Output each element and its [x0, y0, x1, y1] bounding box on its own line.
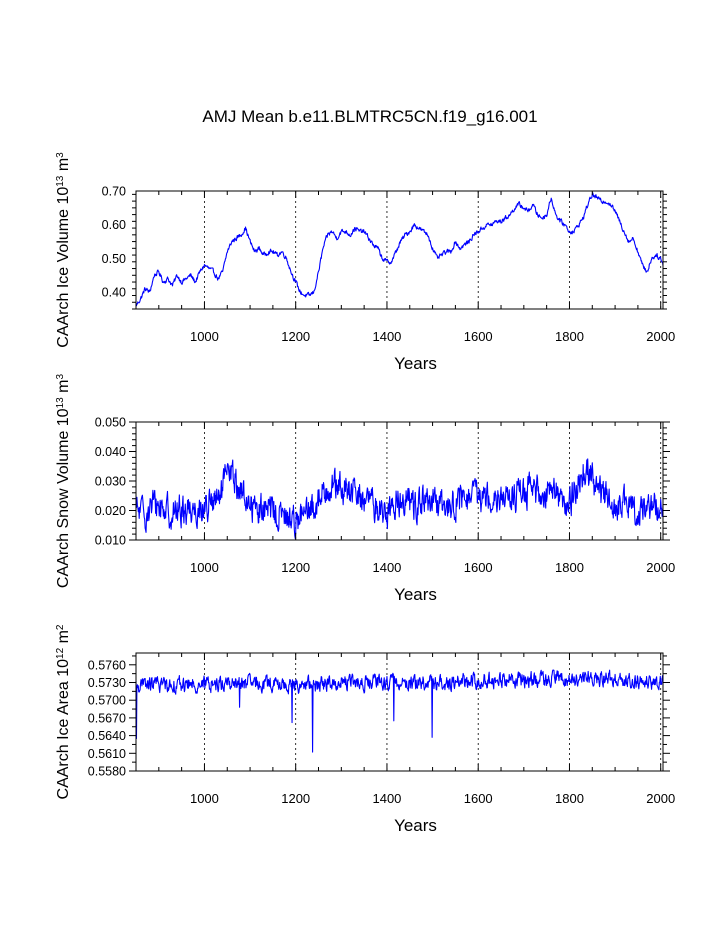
series-line-snow-volume: [135, 458, 664, 540]
panel-snow-volume: 1000 1200 1400 1600 1800 2000 0.010 0.020 0.030 0…: [55, 374, 676, 605]
y-tick-label: 0.5730: [88, 676, 126, 690]
x-tick-label: 1600: [464, 329, 493, 344]
y-tick-label: 0.5670: [88, 711, 126, 725]
y-axis-label-main: CAArch Ice Volume 10: [55, 187, 72, 348]
y-axis-label-main: CAArch Ice Area 10: [55, 659, 72, 800]
y-tick-label: 0.5700: [88, 694, 126, 708]
y-axis-label-exponent: 13: [55, 175, 66, 187]
y-axis-label-unit: m: [55, 380, 72, 398]
y-axis-label-unit: m: [55, 158, 72, 176]
y-tick-label: 0.050: [95, 416, 126, 430]
x-tick-label: 1200: [281, 791, 310, 806]
panels: 1000 1200 1400 1600 1800 2000 0.40 0.50 0.60 0.70…: [55, 152, 676, 835]
x-tick-label: 2000: [646, 560, 675, 575]
y-axis-label: CAArch Ice Area 1012 m2: [55, 624, 73, 799]
x-tick-label: 2000: [646, 329, 675, 344]
x-tick-label: 1200: [281, 329, 310, 344]
y-tick-label: 0.030: [95, 475, 126, 489]
y-tick-label: 0.70: [102, 185, 126, 199]
x-tick-label: 1800: [555, 791, 584, 806]
y-axis-label-exponent: 12: [55, 647, 66, 659]
y-tick-label: 0.5640: [88, 729, 126, 743]
y-axis-label-exponent: 13: [55, 397, 66, 409]
plot-frame: [135, 652, 664, 772]
plot-frame: [135, 190, 664, 310]
y-axis-label-unit-exponent: 3: [55, 374, 66, 380]
y-axis-label-unit: m: [55, 630, 72, 648]
x-tick-label: 1400: [372, 791, 401, 806]
y-tick-label: 0.5610: [88, 747, 126, 761]
x-axis-label: Years: [394, 816, 437, 835]
panel-ice-area: 1000 1200 1400 1600 1800 2000 0.5580 0.5610 0.56…: [55, 624, 676, 835]
x-tick-label: 1000: [190, 329, 219, 344]
x-tick-label: 1200: [281, 560, 310, 575]
y-axis-label: CAArch Snow Volume 1013 m3: [55, 374, 73, 589]
y-tick-label: 0.5580: [88, 765, 126, 779]
y-axis-label-unit-exponent: 2: [55, 624, 66, 630]
x-tick-label: 1000: [190, 791, 219, 806]
x-tick-label: 1600: [464, 560, 493, 575]
x-tick-label: 1600: [464, 791, 493, 806]
panel-ice-volume: 1000 1200 1400 1600 1800 2000 0.40 0.50 0.60 0.70…: [55, 152, 676, 373]
x-axis-label: Years: [394, 585, 437, 604]
x-tick-label: 1000: [190, 560, 219, 575]
y-tick-label: 0.60: [102, 218, 126, 232]
x-tick-label: 1400: [372, 329, 401, 344]
y-axis-label: CAArch Ice Volume 1013 m3: [55, 152, 73, 348]
x-tick-label: 1800: [555, 560, 584, 575]
y-tick-label: 0.50: [102, 252, 126, 266]
x-axis-label: Years: [394, 354, 437, 373]
y-tick-label: 0.5760: [88, 658, 126, 672]
x-tick-label: 1400: [372, 560, 401, 575]
x-tick-label: 1800: [555, 329, 584, 344]
y-tick-label: 0.010: [95, 534, 126, 548]
y-tick-label: 0.040: [95, 445, 126, 459]
x-tick-label: 2000: [646, 791, 675, 806]
y-tick-label: 0.40: [102, 286, 126, 300]
plot-frame: [135, 421, 664, 541]
series-line-ice-area: [135, 669, 664, 753]
y-axis-label-main: CAArch Snow Volume 10: [55, 408, 72, 588]
chart-title: AMJ Mean b.e11.BLMTRC5CN.f19_g16.001: [202, 107, 537, 126]
series-line-ice-volume: [135, 192, 664, 307]
y-tick-label: 0.020: [95, 504, 126, 518]
y-axis-label-unit-exponent: 3: [55, 152, 66, 158]
